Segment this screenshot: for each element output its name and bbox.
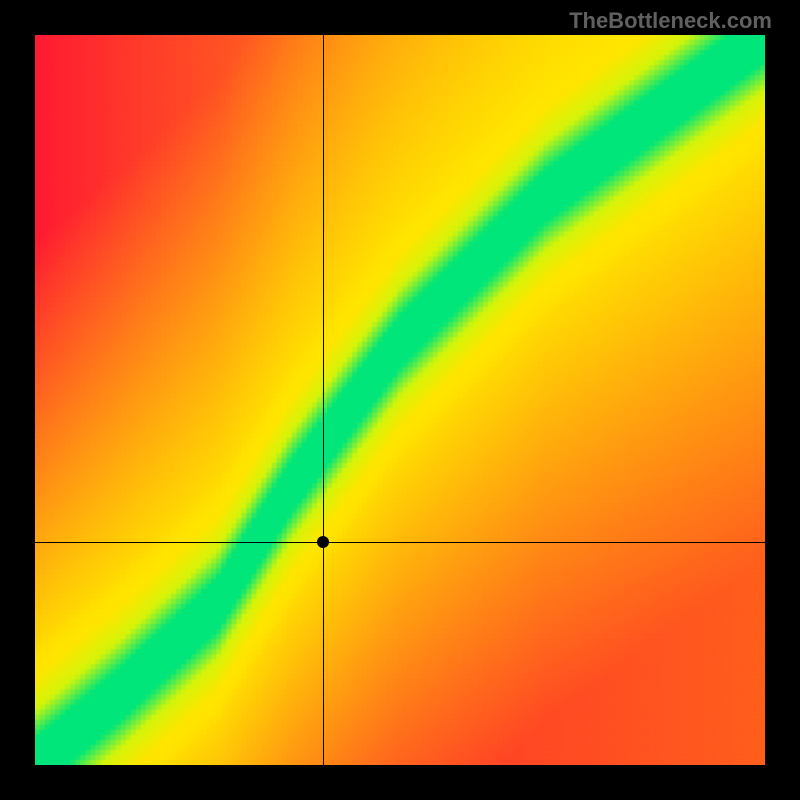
crosshair-vertical [323,35,324,765]
heatmap-canvas [35,35,765,765]
watermark-text: TheBottleneck.com [569,8,772,34]
crosshair-marker [317,536,329,548]
heatmap-chart [35,35,765,765]
crosshair-horizontal [35,542,765,543]
